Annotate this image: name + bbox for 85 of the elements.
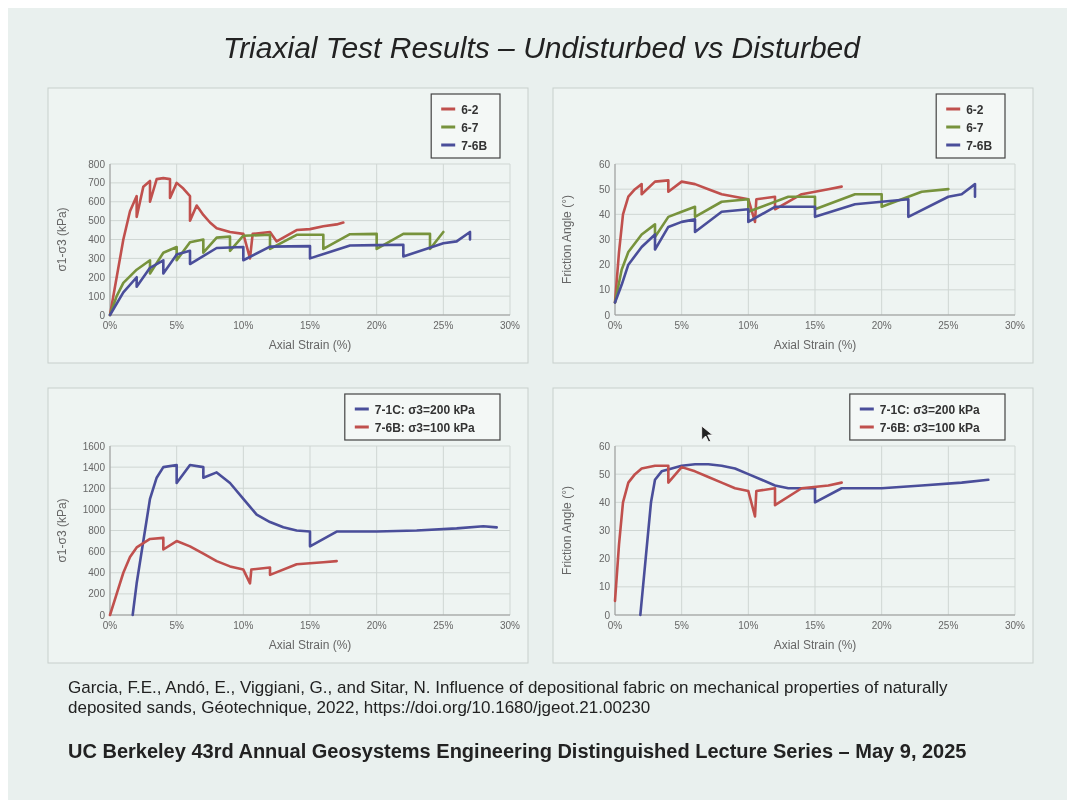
x-axis-title: Axial Strain (%)	[773, 638, 857, 652]
x-axis-title: Axial Strain (%)	[268, 338, 352, 352]
y-tick-label: 10	[598, 581, 611, 593]
y-tick-label: 0	[604, 309, 611, 321]
y-axis-title: σ1-σ3 (kPa)	[55, 498, 69, 563]
y-tick-label: 1600	[82, 440, 106, 452]
y-tick-label: 20	[598, 259, 611, 271]
x-tick-label: 0%	[102, 320, 118, 331]
y-tick-label: 600	[88, 196, 106, 208]
x-axis-title: Axial Strain (%)	[773, 338, 857, 352]
legend-label: 7-1C: σ3=200 kPa	[374, 403, 476, 417]
y-tick-label: 800	[88, 158, 106, 170]
text: Garcia, F.E., Andó, E., Viggiani, G., and Sitar, N. Influence of depositional fabric on mechanical properties of naturally deposited sands, Géotechnique, 2022, https://doi.org/10.1680/jgeot.21.00230	[68, 678, 949, 718]
legend-label: 7-6B: σ3=100 kPa	[879, 421, 981, 435]
x-tick-label: 5%	[169, 320, 184, 331]
x-tick-label: 0%	[607, 320, 623, 331]
x-tick-label: 30%	[499, 320, 521, 331]
legend-label: 7-6B	[966, 139, 993, 153]
y-tick-label: 50	[598, 468, 611, 480]
line-series	[131, 463, 498, 617]
y-tick-label: 1000	[82, 503, 106, 515]
y-tick-label: 300	[88, 252, 106, 264]
y-axis-title: Friction Angle (°)	[560, 195, 574, 284]
x-tick-label: 20%	[366, 320, 387, 331]
y-tick-label: 400	[88, 567, 106, 579]
x-tick-label: 20%	[366, 620, 387, 631]
y-tick-label: 60	[598, 440, 611, 452]
x-tick-label: 0%	[607, 620, 623, 631]
x-tick-label: 15%	[804, 620, 826, 631]
x-tick-label: 25%	[938, 620, 959, 631]
legend-label: 7-6B: σ3=100 kPa	[374, 421, 476, 435]
x-tick-label: 10%	[233, 620, 254, 631]
legend-label: 6-7	[461, 121, 479, 135]
legend-label: 6-7	[966, 121, 984, 135]
x-tick-label: 25%	[433, 620, 454, 631]
y-tick-label: 0	[604, 609, 611, 621]
y-axis-title: σ1-σ3 (kPa)	[55, 207, 69, 272]
x-axis-title: Axial Strain (%)	[268, 638, 352, 652]
y-tick-label: 30	[598, 234, 611, 245]
x-tick-label: 10%	[738, 620, 759, 631]
line-series	[613, 464, 843, 603]
y-tick-label: 0	[99, 309, 106, 321]
y-tick-label: 60	[598, 158, 611, 170]
y-axis-title: Friction Angle (°)	[560, 486, 574, 575]
y-tick-label: 200	[88, 271, 106, 283]
x-tick-label: 5%	[674, 320, 689, 331]
y-tick-label: 0	[99, 609, 106, 621]
y-tick-label: 200	[88, 588, 106, 600]
x-tick-label: 10%	[233, 320, 254, 331]
x-tick-label: 20%	[871, 320, 892, 331]
y-tick-label: 700	[88, 177, 106, 189]
x-tick-label: 10%	[738, 320, 759, 331]
legend-label: 7-6B	[461, 139, 488, 153]
x-tick-label: 5%	[169, 620, 184, 631]
x-tick-label: 15%	[299, 320, 321, 331]
y-tick-label: 30	[598, 525, 611, 536]
y-tick-label: 600	[88, 546, 106, 558]
y-tick-label: 500	[88, 215, 106, 227]
x-tick-label: 15%	[299, 620, 321, 631]
x-tick-label: 30%	[499, 620, 521, 631]
x-tick-label: 25%	[938, 320, 959, 331]
x-tick-label: 15%	[804, 320, 826, 331]
x-tick-label: 30%	[1004, 320, 1026, 331]
x-tick-label: 20%	[871, 620, 892, 631]
x-tick-label: 25%	[433, 320, 454, 331]
text: UC Berkeley 43rd Annual Geosystems Engineering Distinguished Lecture Series – May 9, 2025	[68, 740, 968, 763]
x-tick-label: 5%	[674, 620, 689, 631]
y-tick-label: 40	[598, 496, 611, 508]
chart-title: Triaxial Test Results – Undisturbed vs Disturbed	[223, 31, 862, 64]
line-series	[108, 536, 338, 617]
legend-label: 7-1C: σ3=200 kPa	[879, 403, 981, 417]
y-tick-label: 100	[88, 290, 106, 302]
legend-label: 6-2	[461, 103, 479, 117]
y-tick-label: 400	[88, 234, 106, 245]
y-tick-label: 1200	[82, 482, 106, 494]
line-series	[639, 463, 990, 617]
legend-label: 6-2	[966, 103, 984, 117]
y-tick-label: 20	[598, 553, 611, 565]
x-tick-label: 30%	[1004, 620, 1026, 631]
y-tick-label: 40	[598, 208, 611, 220]
y-tick-label: 10	[598, 284, 611, 296]
y-tick-label: 50	[598, 183, 611, 195]
y-tick-label: 1400	[82, 461, 106, 473]
y-tick-label: 800	[88, 525, 106, 536]
x-tick-label: 0%	[102, 620, 118, 631]
